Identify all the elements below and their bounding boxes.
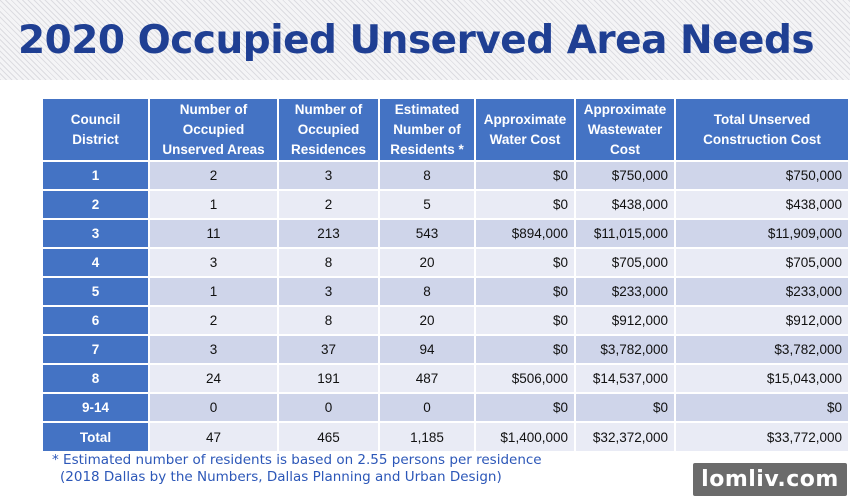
table-cell: 20 bbox=[380, 249, 476, 278]
table-row: 6 2 8 20 $0 $912,000 $912,000 bbox=[43, 307, 850, 336]
column-header: Approximate Wastewater Cost bbox=[576, 99, 676, 162]
district-cell: 1 bbox=[43, 162, 150, 191]
table-cell: 0 bbox=[150, 394, 279, 423]
table-cell: $912,000 bbox=[576, 307, 676, 336]
unserved-area-needs-table: Council District Number of Occupied Unse… bbox=[43, 99, 850, 453]
district-cell: 5 bbox=[43, 278, 150, 307]
header-row: Council District Number of Occupied Unse… bbox=[43, 99, 850, 162]
table-cell: 20 bbox=[380, 307, 476, 336]
table-cell: 3 bbox=[150, 249, 279, 278]
table-cell: 8 bbox=[380, 162, 476, 191]
table-cell: $0 bbox=[576, 394, 676, 423]
table-cell: 8 bbox=[380, 278, 476, 307]
table-cell: 11 bbox=[150, 220, 279, 249]
table-cell: $705,000 bbox=[676, 249, 850, 278]
footnote-source: (2018 Dallas by the Numbers, Dallas Plan… bbox=[60, 469, 502, 485]
table-cell: $15,043,000 bbox=[676, 365, 850, 394]
table-cell: $438,000 bbox=[576, 191, 676, 220]
table-cell: $32,372,000 bbox=[576, 423, 676, 453]
table-cell: $3,782,000 bbox=[576, 336, 676, 365]
page-title: 2020 Occupied Unserved Area Needs bbox=[18, 18, 815, 63]
table-row: 4 3 8 20 $0 $705,000 $705,000 bbox=[43, 249, 850, 278]
table-row: 8 24 191 487 $506,000 $14,537,000 $15,04… bbox=[43, 365, 850, 394]
district-cell: 3 bbox=[43, 220, 150, 249]
table-cell: 465 bbox=[279, 423, 380, 453]
table-cell: $0 bbox=[476, 394, 576, 423]
district-cell: 9-14 bbox=[43, 394, 150, 423]
district-cell: 4 bbox=[43, 249, 150, 278]
table-cell: $0 bbox=[476, 249, 576, 278]
table-cell: 8 bbox=[279, 307, 380, 336]
column-header: Number of Occupied Residences bbox=[279, 99, 380, 162]
table-cell: $0 bbox=[476, 162, 576, 191]
table-cell: $438,000 bbox=[676, 191, 850, 220]
table-row: 1 2 3 8 $0 $750,000 $750,000 bbox=[43, 162, 850, 191]
footnote: * Estimated number of residents is based… bbox=[52, 452, 542, 486]
table-cell: $33,772,000 bbox=[676, 423, 850, 453]
district-cell: 2 bbox=[43, 191, 150, 220]
table-cell: 213 bbox=[279, 220, 380, 249]
table-cell: 94 bbox=[380, 336, 476, 365]
district-cell: 6 bbox=[43, 307, 150, 336]
table-cell: $750,000 bbox=[576, 162, 676, 191]
watermark: lomliv.com bbox=[693, 463, 847, 496]
table-cell: 0 bbox=[380, 394, 476, 423]
footnote-line: * Estimated number of residents is based… bbox=[52, 452, 542, 468]
table-cell: $0 bbox=[476, 278, 576, 307]
table-cell: 543 bbox=[380, 220, 476, 249]
column-header: Estimated Number of Residents * bbox=[380, 99, 476, 162]
table-cell: 8 bbox=[279, 249, 380, 278]
table-row: 2 1 2 5 $0 $438,000 $438,000 bbox=[43, 191, 850, 220]
table-cell: $3,782,000 bbox=[676, 336, 850, 365]
table-cell: 1,185 bbox=[380, 423, 476, 453]
table-cell: 37 bbox=[279, 336, 380, 365]
column-header: Total Unserved Construction Cost bbox=[676, 99, 850, 162]
table-cell: $912,000 bbox=[676, 307, 850, 336]
table-cell: 1 bbox=[150, 191, 279, 220]
table-cell: $894,000 bbox=[476, 220, 576, 249]
table-row: 3 11 213 543 $894,000 $11,015,000 $11,90… bbox=[43, 220, 850, 249]
district-cell: Total bbox=[43, 423, 150, 453]
table-row: 9-14 0 0 0 $0 $0 $0 bbox=[43, 394, 850, 423]
table-cell: $233,000 bbox=[576, 278, 676, 307]
table-cell: 3 bbox=[150, 336, 279, 365]
total-row: Total 47 465 1,185 $1,400,000 $32,372,00… bbox=[43, 423, 850, 453]
title-band bbox=[0, 0, 850, 80]
table-cell: $0 bbox=[476, 336, 576, 365]
table-cell: 2 bbox=[150, 162, 279, 191]
table-cell: $0 bbox=[476, 307, 576, 336]
table-cell: 47 bbox=[150, 423, 279, 453]
table-cell: 1 bbox=[150, 278, 279, 307]
table-cell: 191 bbox=[279, 365, 380, 394]
table-cell: $0 bbox=[476, 191, 576, 220]
district-cell: 8 bbox=[43, 365, 150, 394]
column-header: Council District bbox=[43, 99, 150, 162]
table-cell: $705,000 bbox=[576, 249, 676, 278]
table-cell: $233,000 bbox=[676, 278, 850, 307]
table-cell: 2 bbox=[279, 191, 380, 220]
table-cell: 0 bbox=[279, 394, 380, 423]
table-cell: 24 bbox=[150, 365, 279, 394]
column-header: Approximate Water Cost bbox=[476, 99, 576, 162]
table-cell: 5 bbox=[380, 191, 476, 220]
table-cell: $14,537,000 bbox=[576, 365, 676, 394]
column-header: Number of Occupied Unserved Areas bbox=[150, 99, 279, 162]
table-row: 5 1 3 8 $0 $233,000 $233,000 bbox=[43, 278, 850, 307]
table-cell: $506,000 bbox=[476, 365, 576, 394]
table-cell: 3 bbox=[279, 162, 380, 191]
table-cell: $750,000 bbox=[676, 162, 850, 191]
table-cell: $1,400,000 bbox=[476, 423, 576, 453]
table-row: 7 3 37 94 $0 $3,782,000 $3,782,000 bbox=[43, 336, 850, 365]
table-cell: $11,909,000 bbox=[676, 220, 850, 249]
table-cell: $0 bbox=[676, 394, 850, 423]
table-cell: 3 bbox=[279, 278, 380, 307]
table-cell: 487 bbox=[380, 365, 476, 394]
district-cell: 7 bbox=[43, 336, 150, 365]
table-cell: $11,015,000 bbox=[576, 220, 676, 249]
table-cell: 2 bbox=[150, 307, 279, 336]
